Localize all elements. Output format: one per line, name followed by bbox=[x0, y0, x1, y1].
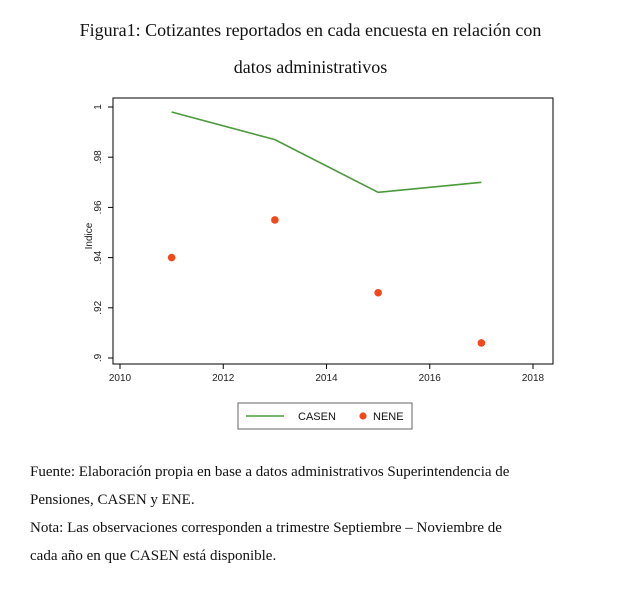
legend-nene-label: NENE bbox=[373, 411, 404, 423]
axes: 2010 2012 2014 2016 2018 .9 .92 .94 .96 .98 1 bbox=[93, 104, 545, 384]
y-tick-label: .94 bbox=[93, 250, 104, 264]
figure-title-line-2: datos administrativos bbox=[233, 57, 388, 77]
x-tick-label: 2014 bbox=[315, 373, 338, 384]
plot-area bbox=[112, 97, 554, 365]
y-tick-label: 1 bbox=[93, 104, 104, 110]
y-tick-label: .9 bbox=[93, 353, 104, 362]
source-line-2: Pensiones, CASEN y ENE. bbox=[30, 492, 195, 508]
x-tick-label: 2018 bbox=[522, 373, 545, 384]
data-point-nene bbox=[374, 288, 382, 297]
chart-marks bbox=[167, 111, 486, 347]
note-line-1: Nota: Las observaciones corresponden a t… bbox=[30, 520, 502, 536]
data-point-nene bbox=[477, 339, 486, 347]
x-tick-label: 2012 bbox=[212, 373, 235, 384]
y-tick-label: .98 bbox=[93, 150, 104, 164]
data-point-nene bbox=[167, 253, 176, 262]
note-line-2: cada año en que CASEN está disponible. bbox=[30, 548, 277, 564]
y-axis-label: Indice bbox=[84, 222, 95, 249]
data-point-nene bbox=[271, 216, 279, 224]
legend-casen-label: CASEN bbox=[298, 411, 336, 423]
x-tick-label: 2010 bbox=[109, 373, 132, 384]
legend-nene-marker bbox=[359, 412, 367, 420]
series-line-casen bbox=[171, 111, 482, 194]
x-tick-label: 2016 bbox=[419, 373, 442, 384]
y-tick-label: .92 bbox=[93, 300, 104, 314]
y-tick-label: .96 bbox=[93, 200, 104, 214]
notes: Fuente: Elaboración propia en base a dat… bbox=[30, 458, 600, 570]
figure-title-line-1: Figura1: Cotizantes reportados en cada e… bbox=[79, 20, 542, 40]
source-line-1: Fuente: Elaboración propia en base a dat… bbox=[30, 464, 510, 480]
